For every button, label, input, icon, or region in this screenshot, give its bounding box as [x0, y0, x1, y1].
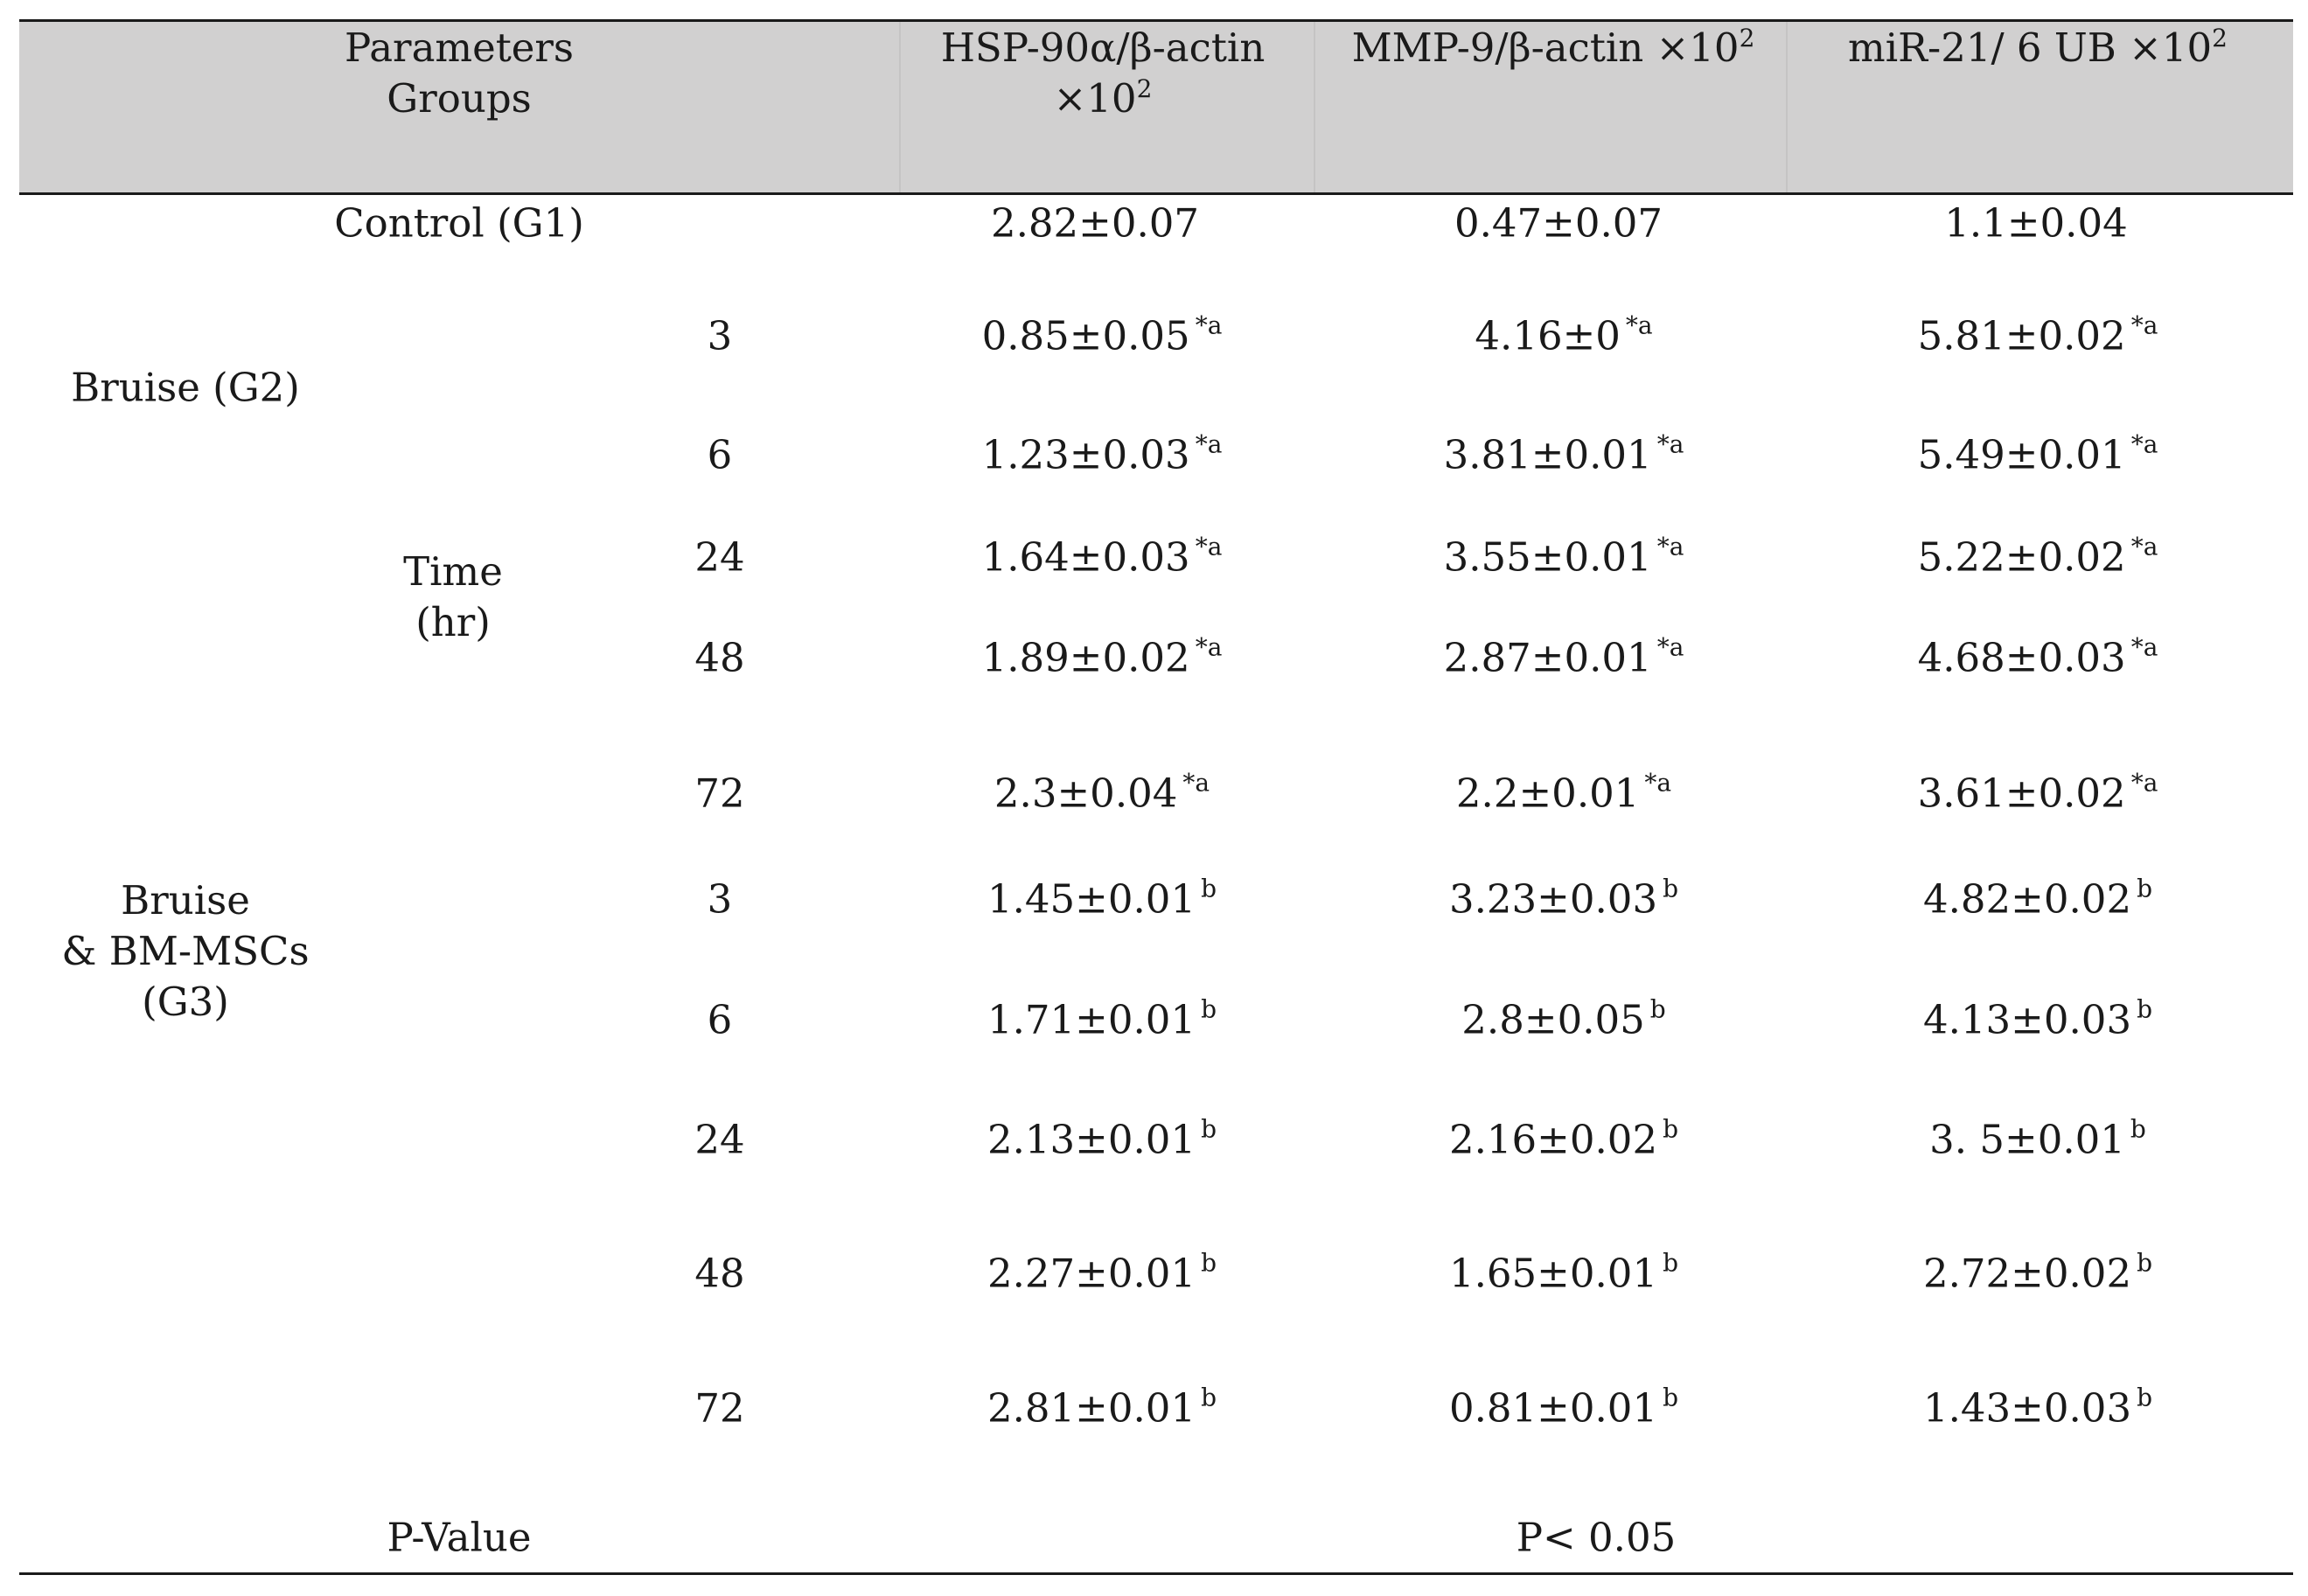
hsp-value-cell: 1.45±0.01 b — [987, 874, 1217, 923]
groups-label: Groups — [387, 75, 532, 122]
mir-value-cell: 4.13±0.03 b — [1922, 994, 2153, 1043]
time-cell: 3 — [707, 312, 733, 359]
header-divider — [1786, 22, 1788, 192]
mmp-value-cell: 3.55±0.01 *a — [1443, 532, 1684, 581]
significance-mark: *a — [1656, 632, 1684, 662]
header-hsp-column: HSP-90α/β-actin ×102 — [910, 23, 1295, 124]
mmp-value-cell: 2.8±0.05 b — [1461, 994, 1666, 1043]
significance-mark: *a — [2130, 632, 2158, 662]
significance-mark: *a — [1656, 429, 1684, 459]
group-label-bruise: Bruise (G2) — [71, 364, 300, 411]
mmp-header: MMP-9/β-actin ×102 — [1351, 24, 1755, 71]
time-cell: 72 — [694, 1384, 745, 1432]
header-band — [19, 22, 2293, 192]
significance-mark: *a — [1182, 768, 1210, 798]
mir-header: miR-21/ 6 UB ×102 — [1848, 24, 2228, 71]
time-cell: 48 — [694, 634, 745, 681]
time-cell: 72 — [694, 770, 745, 817]
mmp-value-cell: 3.23±0.03 b — [1448, 874, 1679, 923]
header-mmp-column: MMP-9/β-actin ×102 — [1326, 23, 1781, 73]
significance-mark: b — [1201, 1114, 1217, 1144]
significance-mark: b — [1663, 874, 1679, 903]
significance-mark: b — [1201, 874, 1217, 903]
significance-mark: *a — [1656, 532, 1684, 561]
hsp-value-cell: 1.89±0.02 *a — [981, 632, 1223, 681]
mmp-value-cell: 2.87±0.01 *a — [1443, 632, 1684, 681]
pvalue-label: P-Value — [387, 1514, 532, 1561]
bottom-rule — [19, 1572, 2293, 1575]
time-cell: 24 — [694, 533, 745, 581]
time-cell: 48 — [694, 1250, 745, 1297]
significance-mark: b — [2130, 1114, 2146, 1144]
header-divider — [1314, 22, 1315, 192]
mir-value-cell: 2.72±0.02 b — [1922, 1248, 2153, 1297]
hsp-header-line1: HSP-90α/β-actin — [940, 24, 1266, 71]
header-mir-column: miR-21/ 6 UB ×102 — [1793, 23, 2283, 73]
significance-mark: b — [2137, 1383, 2153, 1412]
control-hsp: 2.82±0.07 — [990, 199, 1200, 247]
significance-mark: b — [1663, 1248, 1679, 1278]
header-parameters-groups: Parameters Groups — [284, 23, 634, 124]
header-divider — [899, 22, 901, 192]
header-rule — [19, 192, 2293, 195]
significance-mark: *a — [2130, 768, 2158, 798]
mmp-value-cell: 2.16±0.02 b — [1448, 1114, 1679, 1163]
significance-mark: *a — [1195, 429, 1223, 459]
time-cell: 3 — [707, 875, 733, 923]
significance-mark: b — [1201, 994, 1217, 1024]
hsp-header-line2: ×102 — [1053, 74, 1153, 122]
hsp-value-cell: 2.3±0.04 *a — [994, 768, 1210, 817]
hsp-value-cell: 1.71±0.01 b — [987, 994, 1217, 1043]
significance-mark: *a — [1195, 310, 1223, 340]
hsp-value-cell: 1.64±0.03 *a — [981, 532, 1223, 581]
parameters-label: Parameters — [344, 24, 575, 71]
hsp-value-cell: 0.85±0.05 *a — [981, 310, 1223, 359]
pvalue: P< 0.05 — [1516, 1514, 1677, 1561]
mir-value-cell: 5.81±0.02 *a — [1917, 310, 2158, 359]
control-label: Control (G1) — [334, 199, 584, 247]
significance-mark: *a — [1195, 532, 1223, 561]
control-mir: 1.1±0.04 — [1944, 199, 2128, 247]
hsp-value-cell: 1.23±0.03 *a — [981, 429, 1223, 478]
time-label: Time (hr) — [403, 548, 503, 645]
mir-value-cell: 3. 5±0.01 b — [1929, 1114, 2146, 1163]
time-cell: 24 — [694, 1116, 745, 1163]
significance-mark: *a — [2130, 429, 2158, 459]
group-label-bruise-bm-mscs: Bruise & BM-MSCs (G3) — [61, 877, 310, 1025]
mir-value-cell: 5.22±0.02 *a — [1917, 532, 2158, 581]
significance-mark: *a — [2130, 310, 2158, 340]
significance-mark: b — [1201, 1383, 1217, 1412]
significance-mark: *a — [2130, 532, 2158, 561]
mmp-value-cell: 4.16±0 *a — [1475, 310, 1653, 359]
mir-value-cell: 4.68±0.03 *a — [1917, 632, 2158, 681]
significance-mark: *a — [1195, 632, 1223, 662]
mmp-value-cell: 1.65±0.01 b — [1448, 1248, 1679, 1297]
hsp-value-cell: 2.27±0.01 b — [987, 1248, 1217, 1297]
time-cell: 6 — [707, 996, 733, 1043]
significance-mark: b — [1663, 1114, 1679, 1144]
mmp-value-cell: 0.81±0.01 b — [1448, 1383, 1679, 1432]
time-cell: 6 — [707, 431, 733, 478]
mir-value-cell: 3.61±0.02 *a — [1917, 768, 2158, 817]
mmp-value-cell: 2.2±0.01 *a — [1455, 768, 1672, 817]
significance-mark: b — [1649, 994, 1666, 1024]
mmp-value-cell: 3.81±0.01 *a — [1443, 429, 1684, 478]
significance-mark: b — [2137, 1248, 2153, 1278]
hsp-value-cell: 2.81±0.01 b — [987, 1383, 1217, 1432]
significance-mark: b — [2137, 874, 2153, 903]
significance-mark: *a — [1625, 310, 1653, 340]
significance-mark: b — [2137, 994, 2153, 1024]
control-mmp: 0.47±0.07 — [1454, 199, 1663, 247]
hsp-value-cell: 2.13±0.01 b — [987, 1114, 1217, 1163]
significance-mark: b — [1201, 1248, 1217, 1278]
mir-value-cell: 4.82±0.02 b — [1922, 874, 2153, 923]
mir-value-cell: 5.49±0.01 *a — [1917, 429, 2158, 478]
top-rule — [19, 19, 2293, 22]
significance-mark: b — [1663, 1383, 1679, 1412]
significance-mark: *a — [1644, 768, 1672, 798]
mir-value-cell: 1.43±0.03 b — [1922, 1383, 2153, 1432]
